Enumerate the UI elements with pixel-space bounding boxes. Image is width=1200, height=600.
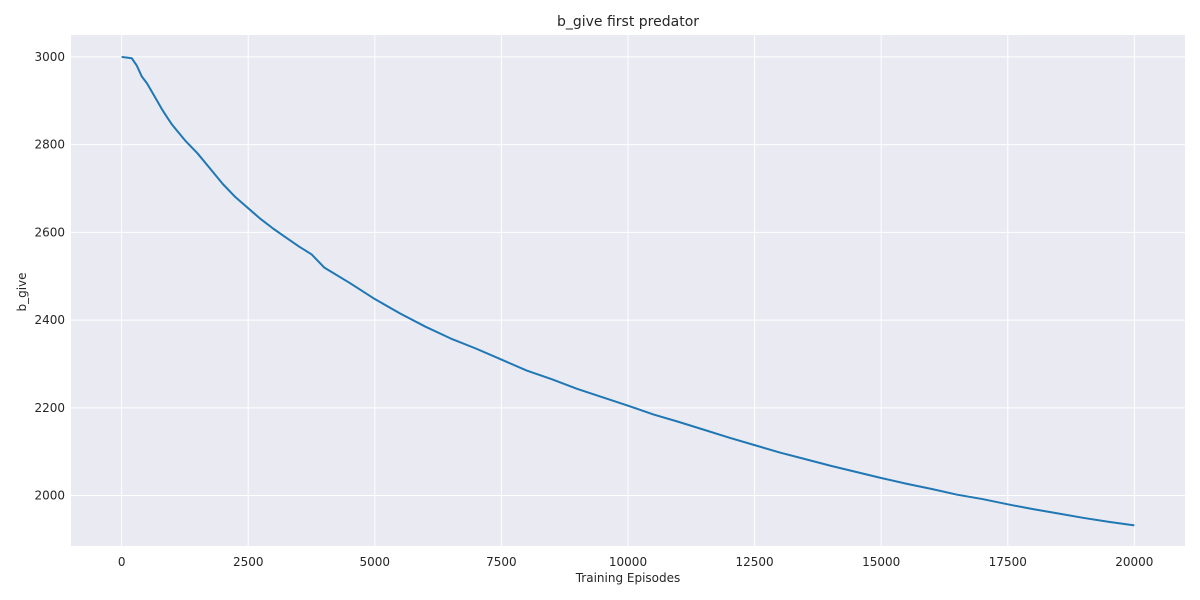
- x-tick-label: 2500: [233, 555, 264, 569]
- tick-labels: 0 2500 5000 7500 10000 12500 15000 17500 20000 20…: [34, 50, 1153, 569]
- y-tick-label: 3000: [34, 50, 65, 64]
- x-tick-label: 20000: [1115, 555, 1153, 569]
- grid: [71, 35, 1185, 546]
- x-tick-label: 0: [118, 555, 126, 569]
- chart-title: b_give first predator: [557, 14, 699, 30]
- y-tick-label: 2200: [34, 401, 65, 415]
- series-line: [121, 55, 1135, 527]
- y-tick-label: 2000: [34, 489, 65, 503]
- y-axis-label: b_give: [15, 272, 29, 311]
- x-tick-label: 15000: [862, 555, 900, 569]
- x-tick-label: 12500: [735, 555, 773, 569]
- x-tick-label: 7500: [486, 555, 517, 569]
- y-tick-label: 2400: [34, 313, 65, 327]
- x-axis-label: Training Episodes: [575, 571, 681, 585]
- x-tick-label: 10000: [609, 555, 647, 569]
- series-layer: [121, 55, 1135, 527]
- y-tick-label: 2600: [34, 225, 65, 239]
- y-tick-label: 2800: [34, 138, 65, 152]
- x-tick-label: 5000: [360, 555, 391, 569]
- x-tick-label: 17500: [989, 555, 1027, 569]
